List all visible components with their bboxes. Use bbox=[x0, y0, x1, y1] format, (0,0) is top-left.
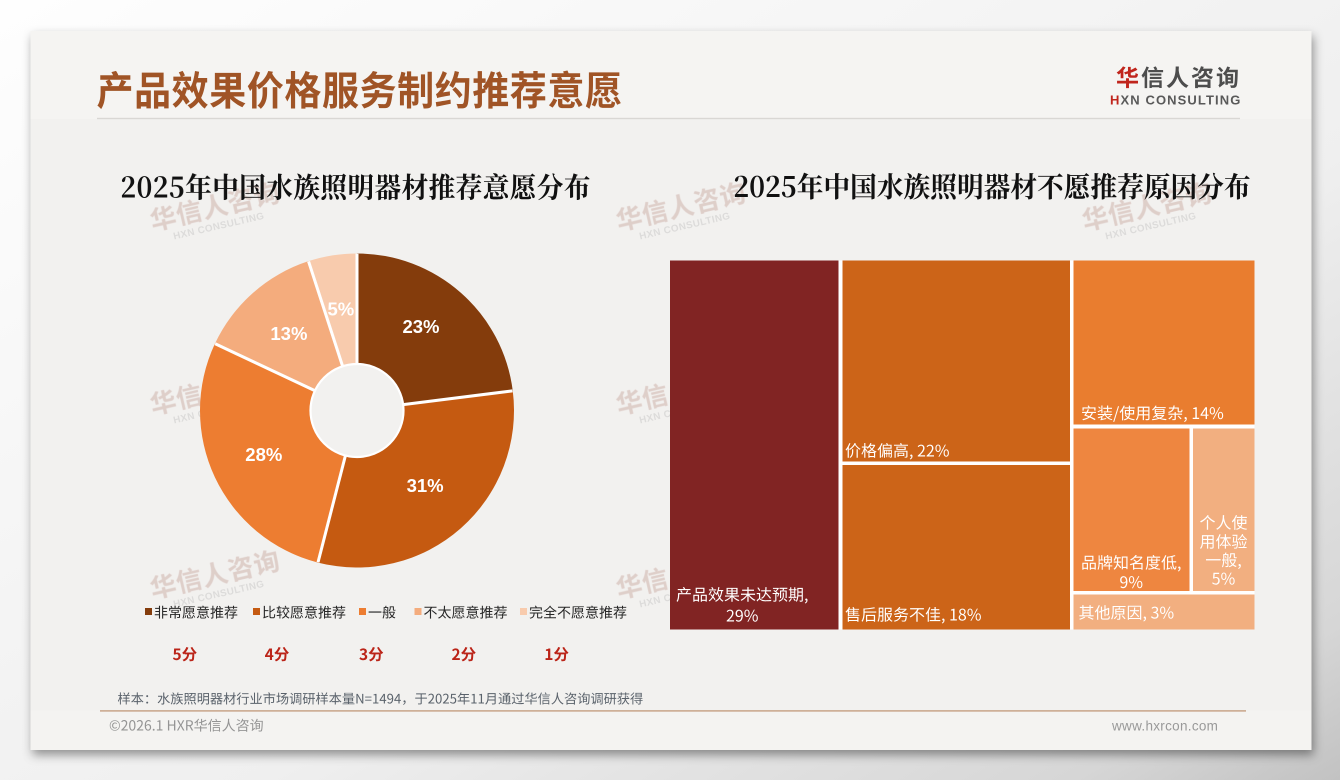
svg-text:28%: 28% bbox=[245, 444, 282, 465]
svg-text:5%: 5% bbox=[328, 298, 355, 319]
svg-text:31%: 31% bbox=[407, 475, 444, 496]
svg-text:www.hxrcon.com: www.hxrcon.com bbox=[1111, 719, 1218, 734]
svg-text:HXN CONSULTING: HXN CONSULTING bbox=[1110, 93, 1241, 108]
svg-text:13%: 13% bbox=[270, 323, 307, 344]
svg-text:23%: 23% bbox=[402, 316, 439, 337]
